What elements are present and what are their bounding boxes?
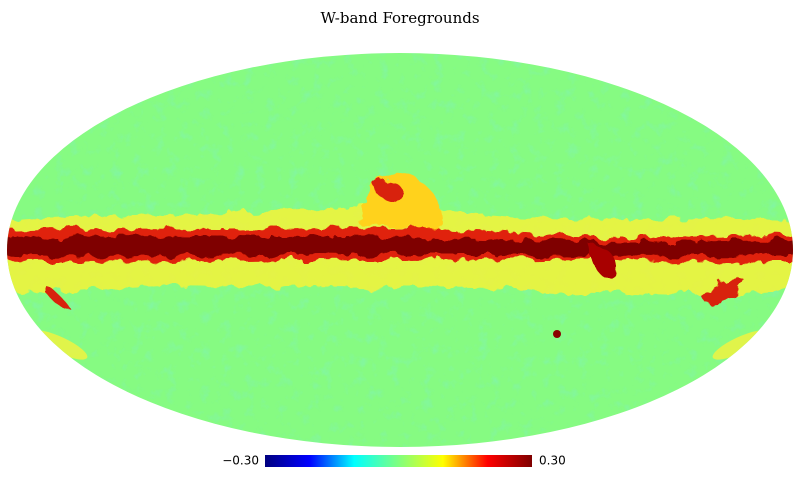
colorbar-min-label: −0.30 (222, 454, 259, 468)
colorbar (265, 455, 532, 467)
point-source (553, 330, 561, 338)
mollweide-map (7, 53, 793, 447)
colorbar-max-label: 0.30 (539, 454, 566, 468)
galactic-plane (7, 174, 793, 311)
map-title: W-band Foregrounds (320, 9, 479, 27)
